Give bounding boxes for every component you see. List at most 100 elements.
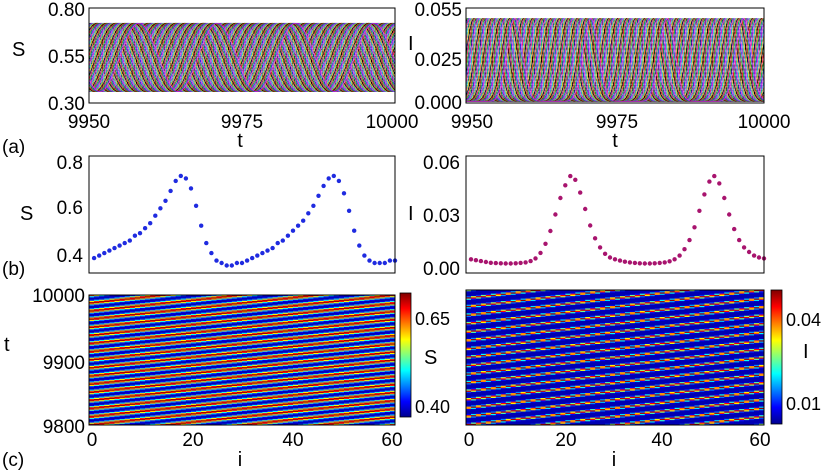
heatmap-cell (282, 386, 289, 388)
heatmap-cell (252, 329, 258, 332)
heatmap-cell (114, 303, 121, 306)
heatmap-cell (206, 376, 212, 379)
heatmap-cell (196, 371, 202, 374)
data-point (224, 263, 229, 268)
heatmap-cell (201, 298, 207, 301)
heatmap-cell (252, 363, 258, 366)
heatmap-cell (211, 381, 218, 384)
heatmap-cell (338, 349, 345, 352)
heatmap-cell (354, 331, 360, 334)
heatmap-cell (282, 347, 289, 349)
heatmap-cell (99, 386, 105, 388)
heatmap-cell (369, 349, 376, 352)
heatmap-cell (389, 297, 395, 300)
heatmap-cell (287, 331, 294, 334)
heatmap-cell (94, 344, 100, 347)
heatmap-cell (272, 345, 279, 348)
heatmap-cell (196, 295, 202, 297)
heatmap-cell (236, 375, 243, 378)
heatmap-cell (89, 298, 95, 301)
heatmap-cell (369, 318, 376, 321)
heatmap-cell (160, 339, 167, 342)
heatmap-cell (99, 352, 105, 355)
heatmap-cell (359, 349, 365, 352)
heatmap-cell (140, 357, 146, 360)
heatmap-cell (389, 371, 395, 374)
heatmap-cell (109, 375, 116, 378)
heatmap-cell (216, 322, 223, 324)
heatmap-cell (272, 311, 279, 314)
heatmap-cell (349, 303, 355, 306)
data-point (627, 260, 633, 265)
heatmap-cell (155, 342, 161, 345)
heatmap-cell (140, 324, 146, 327)
heatmap-cell (145, 317, 151, 320)
heatmap-cell (165, 310, 172, 313)
heatmap-cell (104, 361, 110, 363)
series-line (89, 22, 395, 92)
heatmap-cell (384, 319, 391, 322)
heatmap-cell (89, 369, 95, 372)
heatmap-cell (145, 383, 151, 386)
heatmap-cell (242, 354, 248, 356)
heatmap-cell (303, 299, 309, 302)
heatmap-cell (349, 310, 355, 313)
heatmap-cell (384, 318, 391, 321)
heatmap-cell (247, 361, 253, 363)
heatmap-cell (129, 356, 136, 359)
heatmap-cell (293, 370, 299, 373)
heatmap-cell (104, 347, 110, 349)
heatmap-cell (206, 348, 212, 350)
heatmap-cell (226, 323, 233, 326)
heatmap-cell (272, 368, 279, 371)
heatmap-cell (201, 374, 207, 376)
heatmap-cell (170, 375, 177, 378)
heatmap-cell (145, 356, 151, 359)
heatmap-cell (180, 313, 187, 316)
heatmap-cell (175, 310, 182, 313)
heatmap-cell (379, 375, 386, 378)
heatmap-cell (252, 324, 258, 327)
heatmap-cell (119, 355, 126, 358)
heatmap-cell (89, 387, 95, 389)
heatmap-cell (287, 310, 294, 313)
heatmap-cell (272, 342, 279, 345)
data-point (563, 183, 568, 188)
heatmap-cell (236, 315, 243, 317)
heatmap-cell (201, 363, 207, 366)
heatmap-cell (104, 384, 110, 387)
heatmap-cell (226, 352, 233, 355)
heatmap-cell (206, 299, 212, 302)
heatmap-cell (104, 364, 110, 367)
heatmap-cell (374, 323, 381, 326)
heatmap-cell (287, 352, 294, 355)
heatmap-cell (94, 343, 100, 346)
heatmap-cell (287, 315, 294, 317)
heatmap-cell (150, 336, 156, 339)
heatmap-cell (129, 380, 136, 382)
heatmap-cell (338, 344, 345, 347)
heatmap-cell (313, 354, 320, 356)
heatmap-cell (282, 315, 289, 317)
heatmap-cell (293, 360, 299, 362)
heatmap-cell (99, 376, 105, 379)
heatmap-cell (282, 317, 289, 320)
heatmap-cell (150, 350, 156, 353)
heatmap-cell (374, 313, 381, 316)
heatmap-cell (252, 335, 258, 337)
heatmap-cell (247, 329, 253, 332)
heatmap-cell (318, 324, 325, 327)
heatmap-cell (328, 350, 335, 353)
heatmap-cell (262, 308, 269, 310)
heatmap-cell (185, 295, 192, 297)
heatmap-cell (318, 370, 325, 373)
heatmap-cell (155, 299, 161, 302)
heatmap-cell (211, 363, 218, 366)
heatmap-cell (267, 322, 274, 324)
heatmap-cell (262, 336, 269, 339)
heatmap-cell (231, 329, 238, 332)
heatmap-cell (247, 295, 253, 297)
heatmap-cell (206, 323, 212, 326)
heatmap-cell (231, 351, 238, 354)
heatmap-cell (369, 322, 376, 324)
